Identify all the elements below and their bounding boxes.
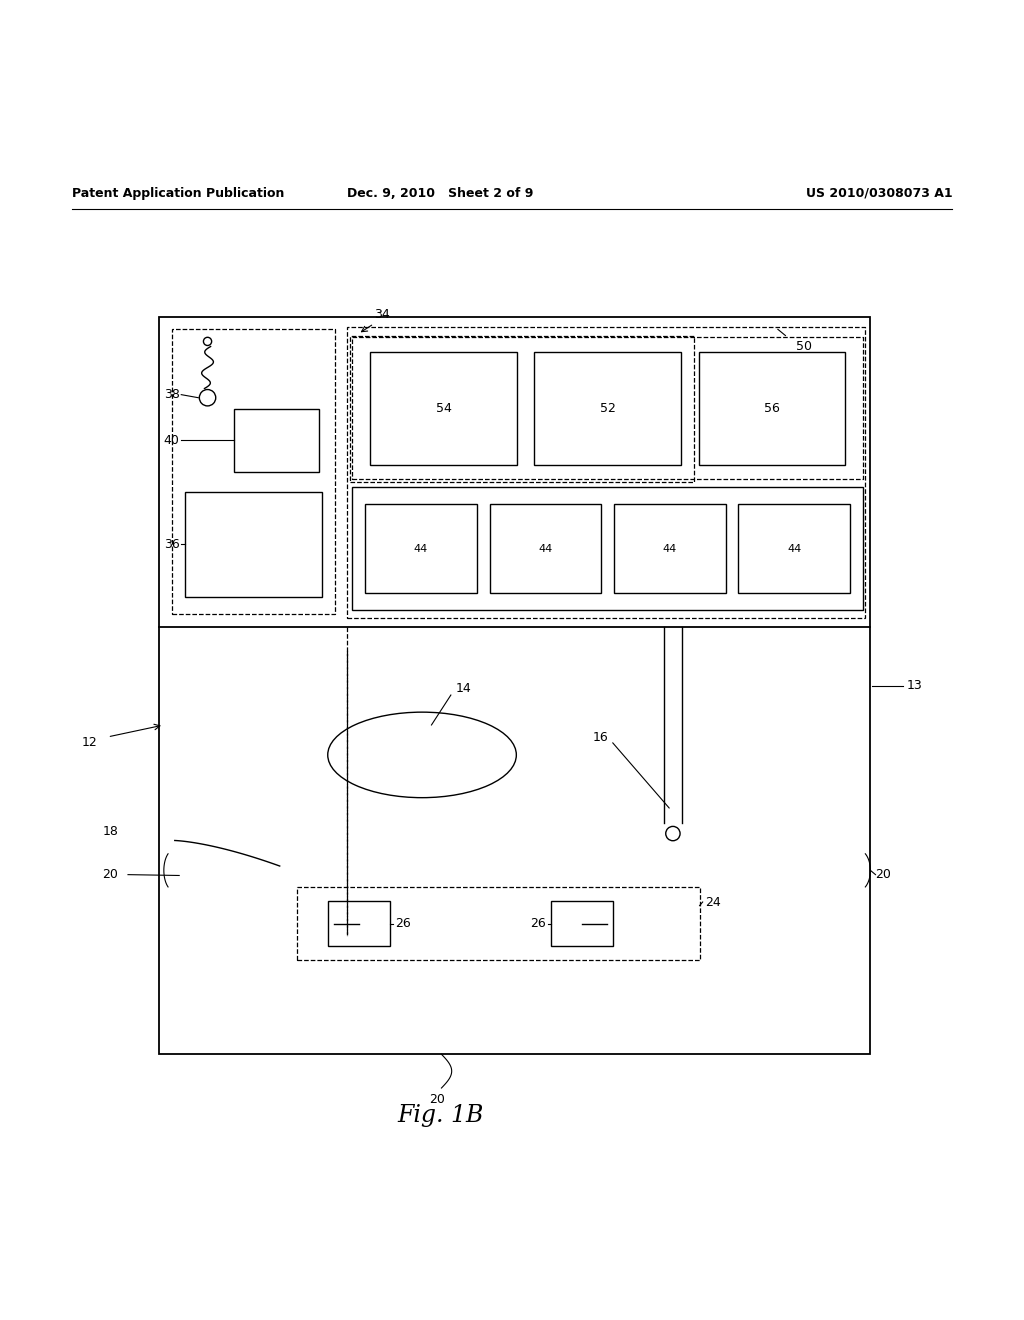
Bar bbox=[350, 335, 694, 482]
Bar bbox=[298, 887, 699, 960]
Bar bbox=[366, 504, 477, 593]
Text: 56: 56 bbox=[764, 401, 779, 414]
Text: 20: 20 bbox=[876, 869, 892, 882]
Bar bbox=[352, 487, 862, 610]
Text: 50: 50 bbox=[796, 339, 812, 352]
Text: 14: 14 bbox=[456, 682, 472, 696]
Text: Fig. 1B: Fig. 1B bbox=[397, 1104, 483, 1127]
Text: 18: 18 bbox=[102, 825, 119, 838]
Text: 13: 13 bbox=[906, 678, 922, 692]
Text: 12: 12 bbox=[82, 735, 97, 748]
Text: US 2010/0308073 A1: US 2010/0308073 A1 bbox=[806, 187, 952, 199]
Bar bbox=[328, 902, 390, 946]
Bar bbox=[371, 351, 516, 465]
Bar bbox=[698, 351, 845, 465]
Text: 44: 44 bbox=[787, 544, 801, 553]
Text: Dec. 9, 2010   Sheet 2 of 9: Dec. 9, 2010 Sheet 2 of 9 bbox=[347, 187, 534, 199]
Text: 26: 26 bbox=[530, 917, 546, 931]
Bar bbox=[551, 902, 613, 946]
Text: 24: 24 bbox=[705, 895, 721, 908]
Text: 44: 44 bbox=[539, 544, 553, 553]
Bar bbox=[738, 504, 850, 593]
Bar bbox=[159, 317, 870, 1055]
Text: 36: 36 bbox=[164, 539, 179, 550]
Bar bbox=[535, 351, 681, 465]
Text: 20: 20 bbox=[102, 869, 119, 882]
Text: Patent Application Publication: Patent Application Publication bbox=[72, 187, 284, 199]
Text: 40: 40 bbox=[164, 434, 180, 447]
Bar bbox=[233, 409, 318, 471]
Text: 52: 52 bbox=[600, 401, 615, 414]
Text: 26: 26 bbox=[395, 917, 411, 931]
Text: 54: 54 bbox=[435, 401, 452, 414]
Bar bbox=[614, 504, 726, 593]
Text: 44: 44 bbox=[663, 544, 677, 553]
Bar bbox=[352, 338, 862, 479]
Bar bbox=[347, 327, 865, 619]
Text: 34: 34 bbox=[374, 308, 390, 321]
Text: 38: 38 bbox=[164, 388, 180, 401]
Text: 16: 16 bbox=[592, 731, 608, 744]
Bar bbox=[489, 504, 601, 593]
Text: 44: 44 bbox=[414, 544, 428, 553]
Bar bbox=[172, 330, 335, 614]
Text: 20: 20 bbox=[429, 1093, 445, 1106]
Bar bbox=[184, 492, 323, 597]
